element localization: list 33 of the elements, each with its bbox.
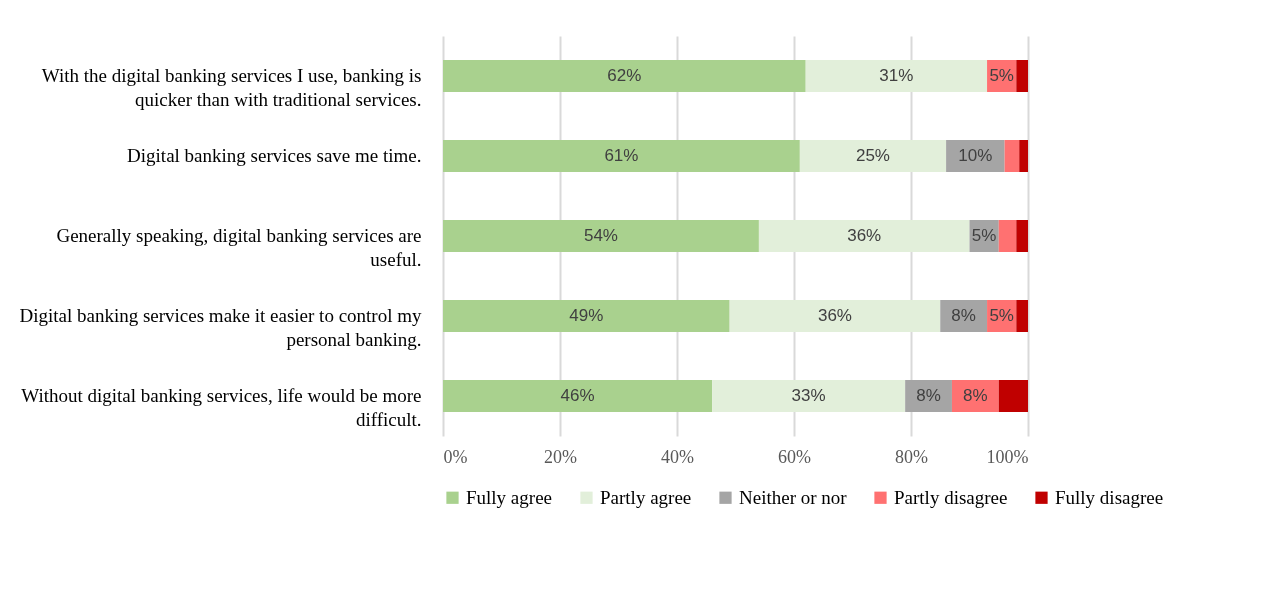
x-tick-label: 60% xyxy=(778,446,811,467)
legend-label: Fully disagree xyxy=(1055,486,1164,508)
legend-label: Partly agree xyxy=(600,486,692,508)
x-tick-label: 0% xyxy=(443,446,468,467)
data-label: 5% xyxy=(971,226,997,245)
data-label: 5% xyxy=(989,66,1014,85)
y-tick-label: Without digital banking services, life would be more difficult. xyxy=(21,385,422,430)
data-label: 62% xyxy=(607,66,642,85)
data-label: 31% xyxy=(879,66,914,85)
data-label: 36% xyxy=(817,306,852,325)
x-tick-label: 80% xyxy=(895,446,928,467)
y-tick-label: Generally speaking, digital banking services are useful. xyxy=(56,225,422,270)
data-label: 5% xyxy=(989,306,1014,325)
y-tick-label: Digital banking services save me time. xyxy=(127,145,422,166)
legend-label: Fully agree xyxy=(466,486,553,508)
x-tick-label: 100% xyxy=(986,446,1029,467)
y-tick-label: With the digital banking services I use, banking is quicker than with traditional services. xyxy=(41,65,422,110)
data-label: 25% xyxy=(855,146,890,165)
data-label: 54% xyxy=(583,226,618,245)
data-label: 10% xyxy=(958,146,993,165)
y-tick-label: Digital banking services make it easier to control my personal banking. xyxy=(19,305,422,350)
data-label: 61% xyxy=(604,146,639,165)
data-label: 8% xyxy=(963,386,988,405)
data-label: 8% xyxy=(916,386,941,405)
data-label: 46% xyxy=(560,386,595,405)
legend-label: Neither or nor xyxy=(739,486,848,508)
data-label: 8% xyxy=(951,306,976,325)
data-label: 33% xyxy=(791,386,826,405)
data-label: 49% xyxy=(569,306,604,325)
data-label: 36% xyxy=(847,226,882,245)
x-tick-label: 20% xyxy=(544,446,577,467)
legend-label: Partly disagree xyxy=(894,486,1008,508)
x-tick-label: 40% xyxy=(661,446,694,467)
